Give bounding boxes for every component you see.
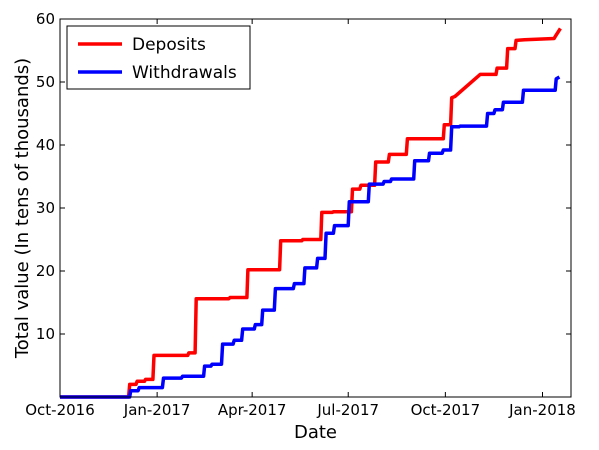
x-tick-label: Oct-2016: [25, 401, 95, 419]
y-tick-label: 40: [36, 136, 55, 154]
x-tick-label: Oct-2017: [411, 401, 481, 419]
legend-box: [66, 25, 251, 90]
y-tick-label: 60: [36, 10, 55, 28]
x-tick-label: Jan-2018: [508, 401, 576, 419]
legend: Deposits Withdrawals: [66, 25, 251, 90]
x-tick-label: Jan-2017: [123, 401, 191, 419]
y-axis-label: Total value (In tens of thousands): [12, 58, 33, 359]
series-line-deposits: [60, 27, 562, 399]
ticks-layer: Oct-2016 Jan-2017 Apr-2017 Jul-2017 Oct-2017…: [25, 10, 576, 419]
legend-label-withdrawals: Withdrawals: [132, 63, 237, 83]
y-tick-label: 10: [36, 325, 55, 343]
y-tick-label: 50: [36, 73, 55, 91]
x-tick-label: Apr-2017: [218, 401, 287, 419]
x-axis-label: Date: [294, 422, 337, 443]
y-tick-label: 20: [36, 262, 55, 280]
series-line-withdrawals: [60, 75, 561, 399]
x-tick-label: Jul-2017: [316, 401, 379, 419]
legend-label-deposits: Deposits: [132, 35, 206, 55]
y-tick-label: 30: [36, 199, 55, 217]
series-layer: [60, 27, 562, 399]
